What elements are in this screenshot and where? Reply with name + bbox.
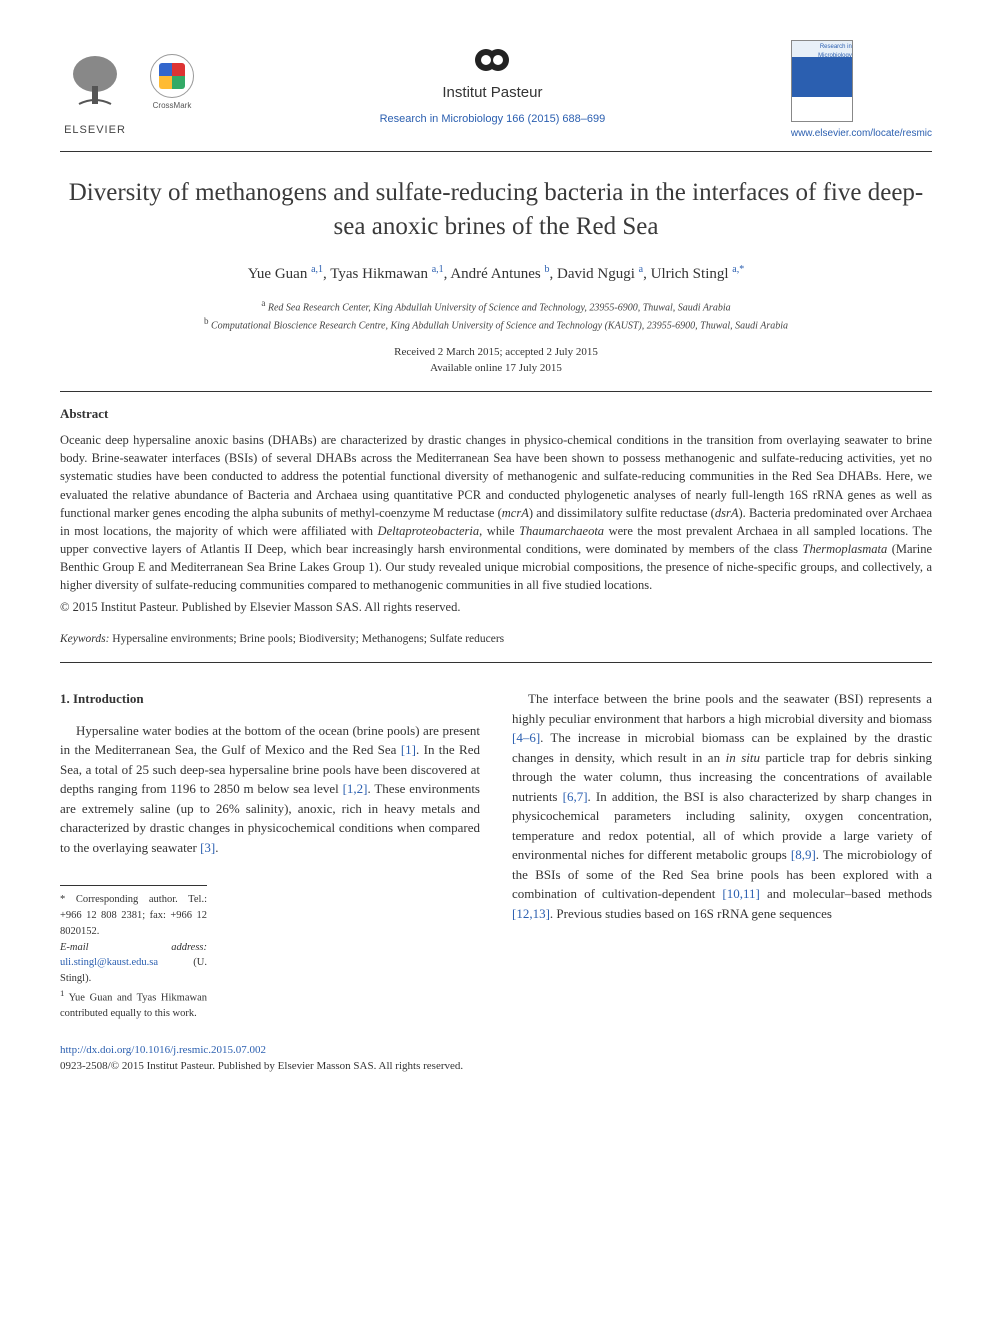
section-heading-intro: 1. Introduction — [60, 689, 480, 709]
header-left: ELSEVIER CrossMark — [60, 40, 194, 139]
footnotes-block: * Corresponding author. Tel.: +966 12 80… — [60, 885, 207, 1022]
article-title: Diversity of methanogens and sulfate-red… — [60, 176, 932, 244]
crossmark-icon — [150, 54, 194, 98]
crossmark-badge[interactable]: CrossMark — [150, 54, 194, 112]
affiliations: a Red Sea Research Center, King Abdullah… — [60, 297, 932, 334]
institut-pasteur-logo[interactable]: Institut Pasteur — [442, 40, 542, 105]
keywords-list: Hypersaline environments; Brine pools; B… — [112, 633, 504, 645]
email-label: E-mail address: — [60, 942, 207, 953]
doi-link[interactable]: http://dx.doi.org/10.1016/j.resmic.2015.… — [60, 1042, 932, 1059]
elsevier-logo[interactable]: ELSEVIER — [60, 40, 130, 139]
body-columns: 1. Introduction Hypersaline water bodies… — [60, 689, 932, 1022]
keywords-line: Keywords: Hypersaline environments; Brin… — [60, 631, 932, 648]
header-right: Research in Microbiology www.elsevier.co… — [791, 40, 932, 141]
dates-online: Available online 17 July 2015 — [60, 360, 932, 377]
footnote-equal-contrib: 1 Yue Guan and Tyas Hikmawan contributed… — [60, 987, 207, 1022]
crossmark-label: CrossMark — [153, 100, 192, 112]
author-list: Yue Guan a,1, Tyas Hikmawan a,1, André A… — [60, 262, 932, 286]
journal-cover-thumbnail[interactable]: Research in Microbiology — [791, 40, 853, 122]
issn-copyright: 0923-2508/© 2015 Institut Pasteur. Publi… — [60, 1058, 932, 1075]
dates-received-accepted: Received 2 March 2015; accepted 2 July 2… — [60, 344, 932, 361]
affiliation-a: a Red Sea Research Center, King Abdullah… — [60, 297, 932, 315]
divider-after-keywords — [60, 662, 932, 663]
footnote-email: E-mail address: uli.stingl@kaust.edu.sa … — [60, 940, 207, 987]
abstract-body: Oceanic deep hypersaline anoxic basins (… — [60, 431, 932, 594]
intro-para-2: The interface between the brine pools an… — [512, 689, 932, 923]
pasteur-icon — [472, 40, 512, 80]
column-right: The interface between the brine pools an… — [512, 689, 932, 1022]
journal-site-link[interactable]: www.elsevier.com/locate/resmic — [791, 126, 932, 141]
email-link[interactable]: uli.stingl@kaust.edu.sa — [60, 957, 158, 968]
keywords-label: Keywords: — [60, 633, 109, 645]
abstract-heading: Abstract — [60, 404, 932, 424]
intro-para-1: Hypersaline water bodies at the bottom o… — [60, 721, 480, 858]
abstract-copyright: © 2015 Institut Pasteur. Published by El… — [60, 598, 932, 617]
elsevier-label: ELSEVIER — [64, 122, 126, 139]
elsevier-tree-icon — [60, 40, 130, 120]
cover-title: Research in Microbiology — [795, 43, 852, 61]
header-center: Institut Pasteur Research in Microbiolog… — [194, 40, 791, 127]
divider-before-abstract — [60, 391, 932, 392]
column-left: 1. Introduction Hypersaline water bodies… — [60, 689, 480, 1022]
journal-citation: Research in Microbiology 166 (2015) 688–… — [214, 111, 771, 128]
page-header: ELSEVIER CrossMark Institut Pasteur Rese… — [60, 40, 932, 141]
pasteur-label: Institut Pasteur — [442, 82, 542, 105]
footnote-corresponding: * Corresponding author. Tel.: +966 12 80… — [60, 892, 207, 939]
divider-top — [60, 151, 932, 152]
article-dates: Received 2 March 2015; accepted 2 July 2… — [60, 344, 932, 377]
affiliation-b: b Computational Bioscience Research Cent… — [60, 315, 932, 333]
